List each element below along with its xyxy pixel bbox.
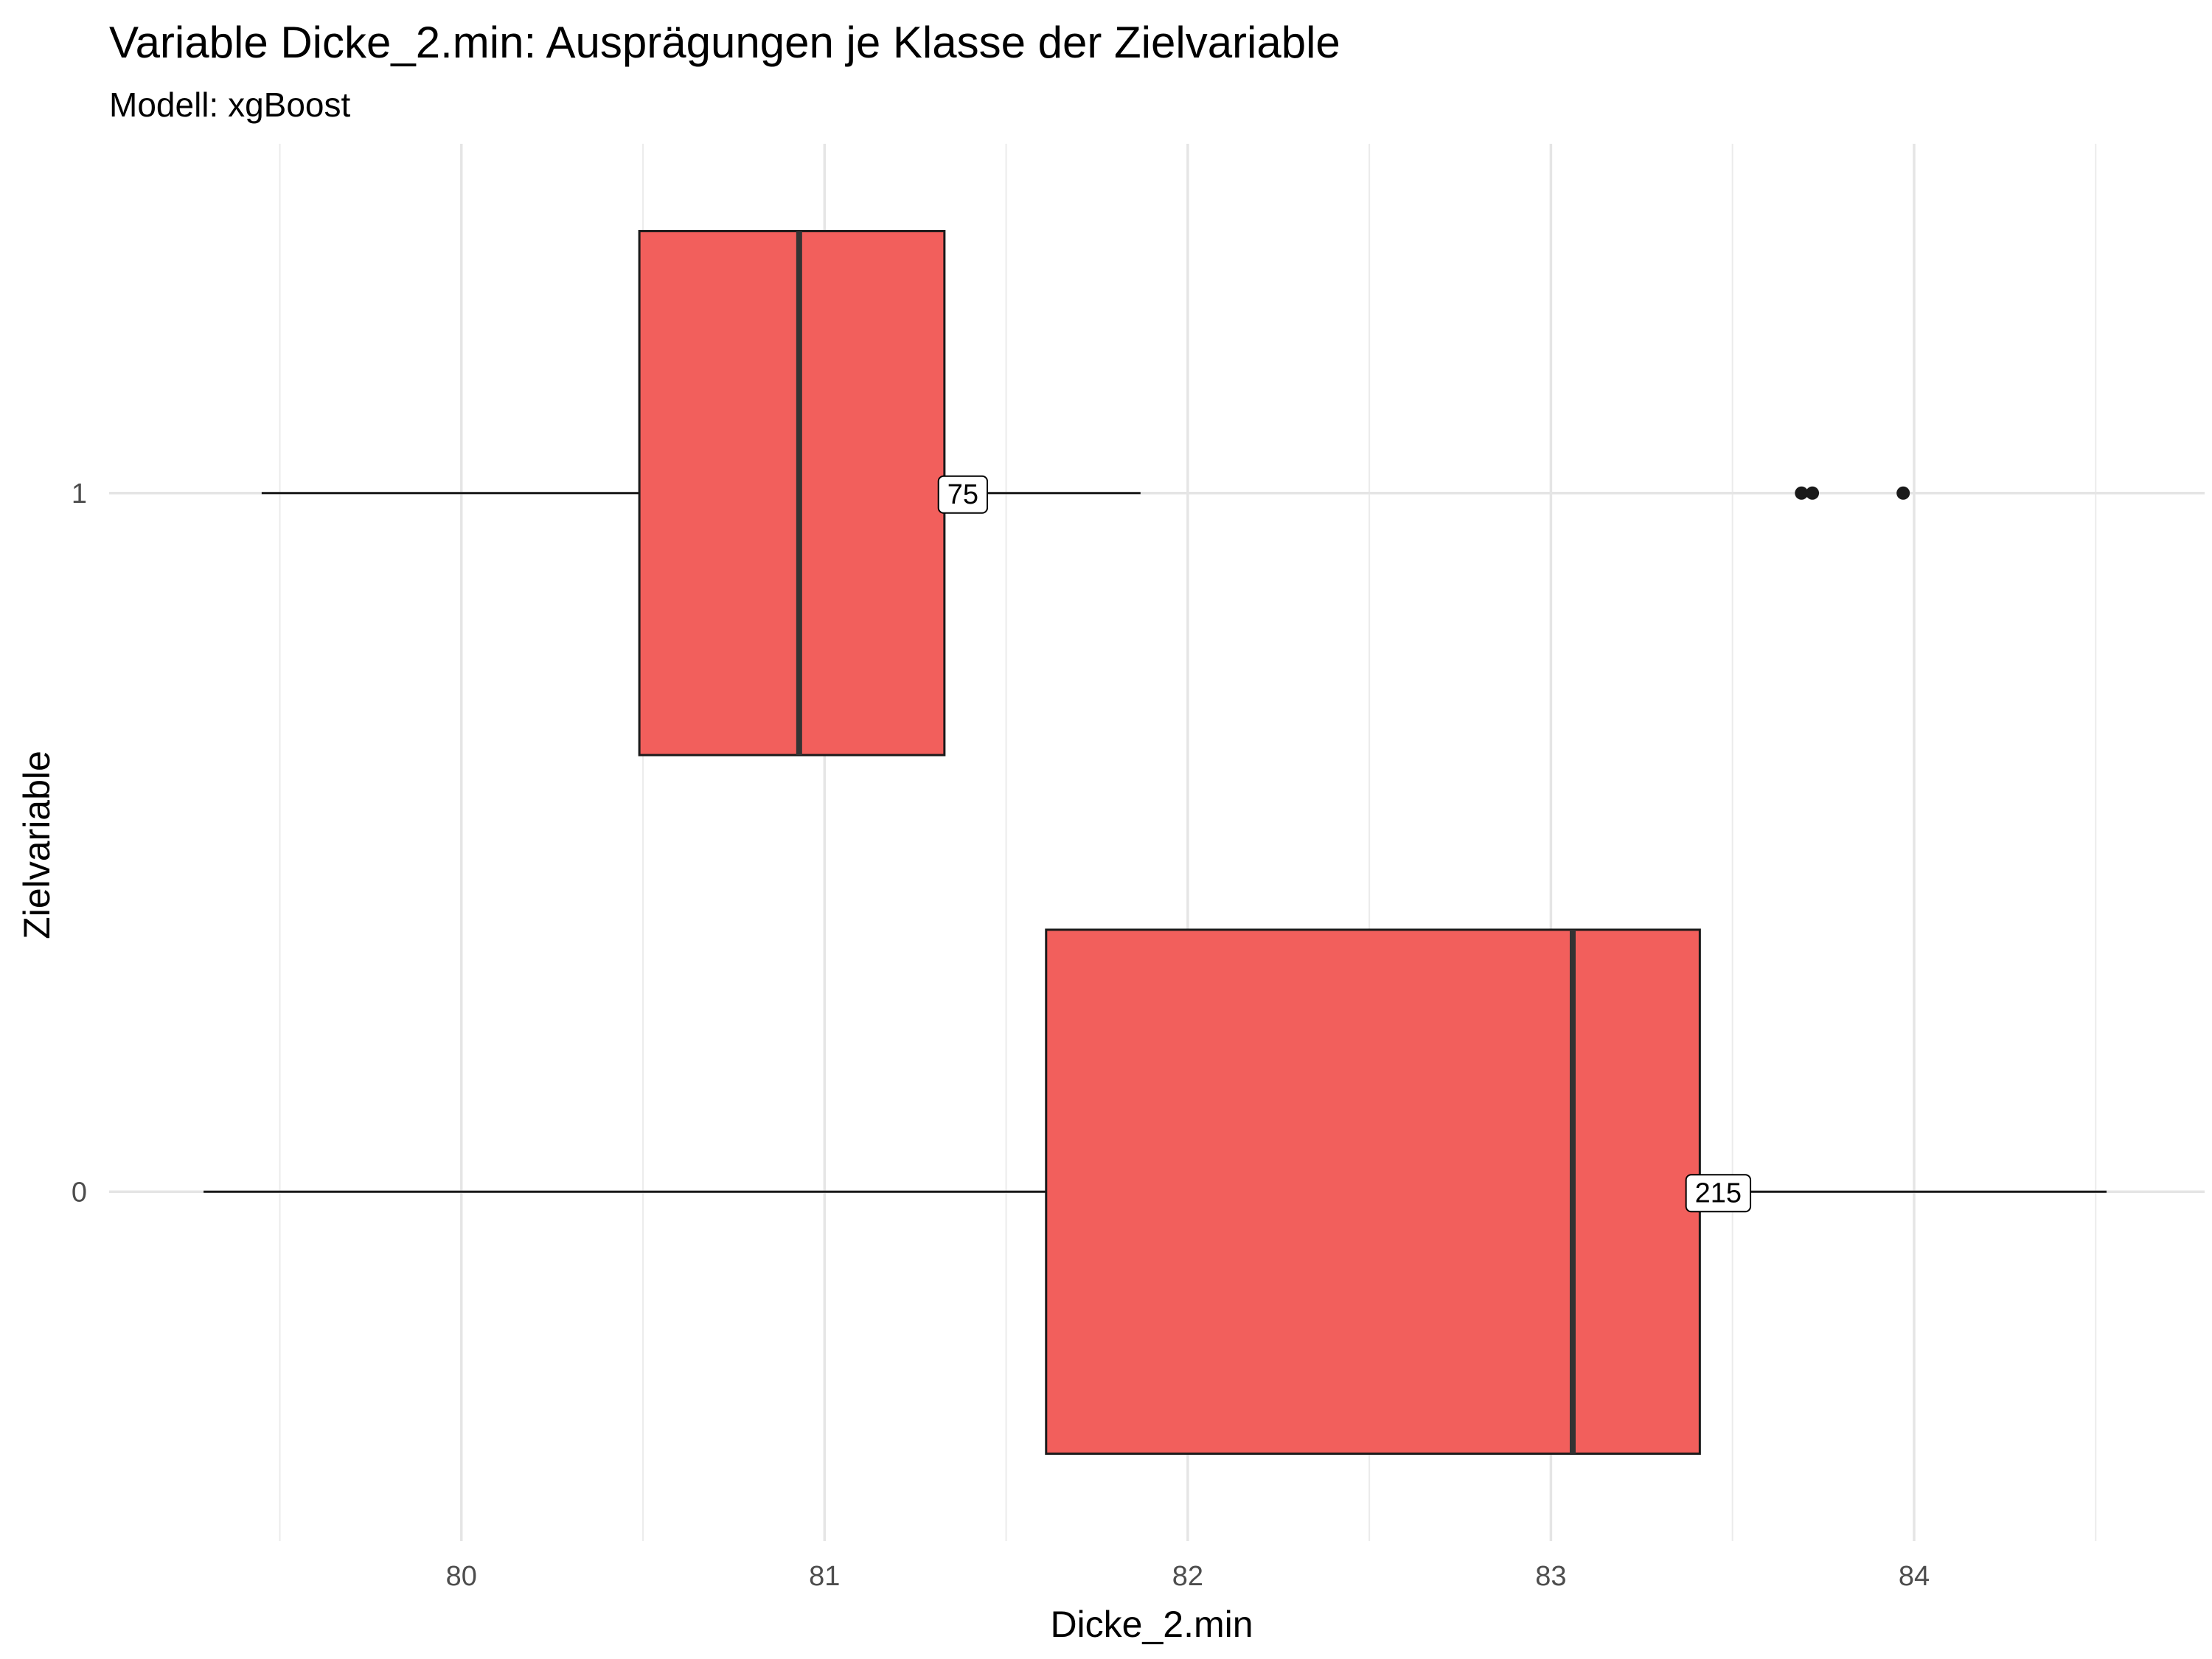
boxplot-group-0: 215 — [204, 928, 2107, 1455]
x-tick-label: 82 — [1172, 1561, 1203, 1592]
y-tick-label: 1 — [72, 479, 87, 509]
x-tick-label: 81 — [809, 1561, 840, 1592]
count-label: 215 — [1695, 1178, 1742, 1208]
x-axis-ticks: 80 81 82 83 84 — [446, 1561, 1930, 1592]
iqr-box — [1045, 928, 1701, 1455]
y-axis-ticks: 01 — [72, 479, 87, 1208]
chart-title: Variable Dicke_2.min: Ausprägungen je Kl… — [109, 18, 1340, 67]
boxplot-group-1: 75 — [261, 229, 1910, 757]
y-tick-label: 0 — [72, 1177, 87, 1208]
iqr-box — [638, 229, 946, 757]
y-axis-title: Zielvariable — [16, 751, 58, 939]
count-label-box — [937, 475, 989, 514]
outlier-point — [1896, 486, 1910, 500]
count-label-box — [1685, 1174, 1752, 1213]
chart-subtitle: Modell: xgBoost — [109, 86, 350, 124]
x-tick-label: 84 — [1899, 1561, 1930, 1592]
outlier-point — [1806, 486, 1820, 500]
x-tick-label: 83 — [1535, 1561, 1566, 1592]
outlier-point — [1795, 486, 1809, 500]
box-layer: 75 215 — [204, 229, 2107, 1455]
x-tick-label: 80 — [446, 1561, 477, 1592]
x-axis-title: Dicke_2.min — [1050, 1604, 1253, 1645]
count-label: 75 — [947, 479, 978, 510]
